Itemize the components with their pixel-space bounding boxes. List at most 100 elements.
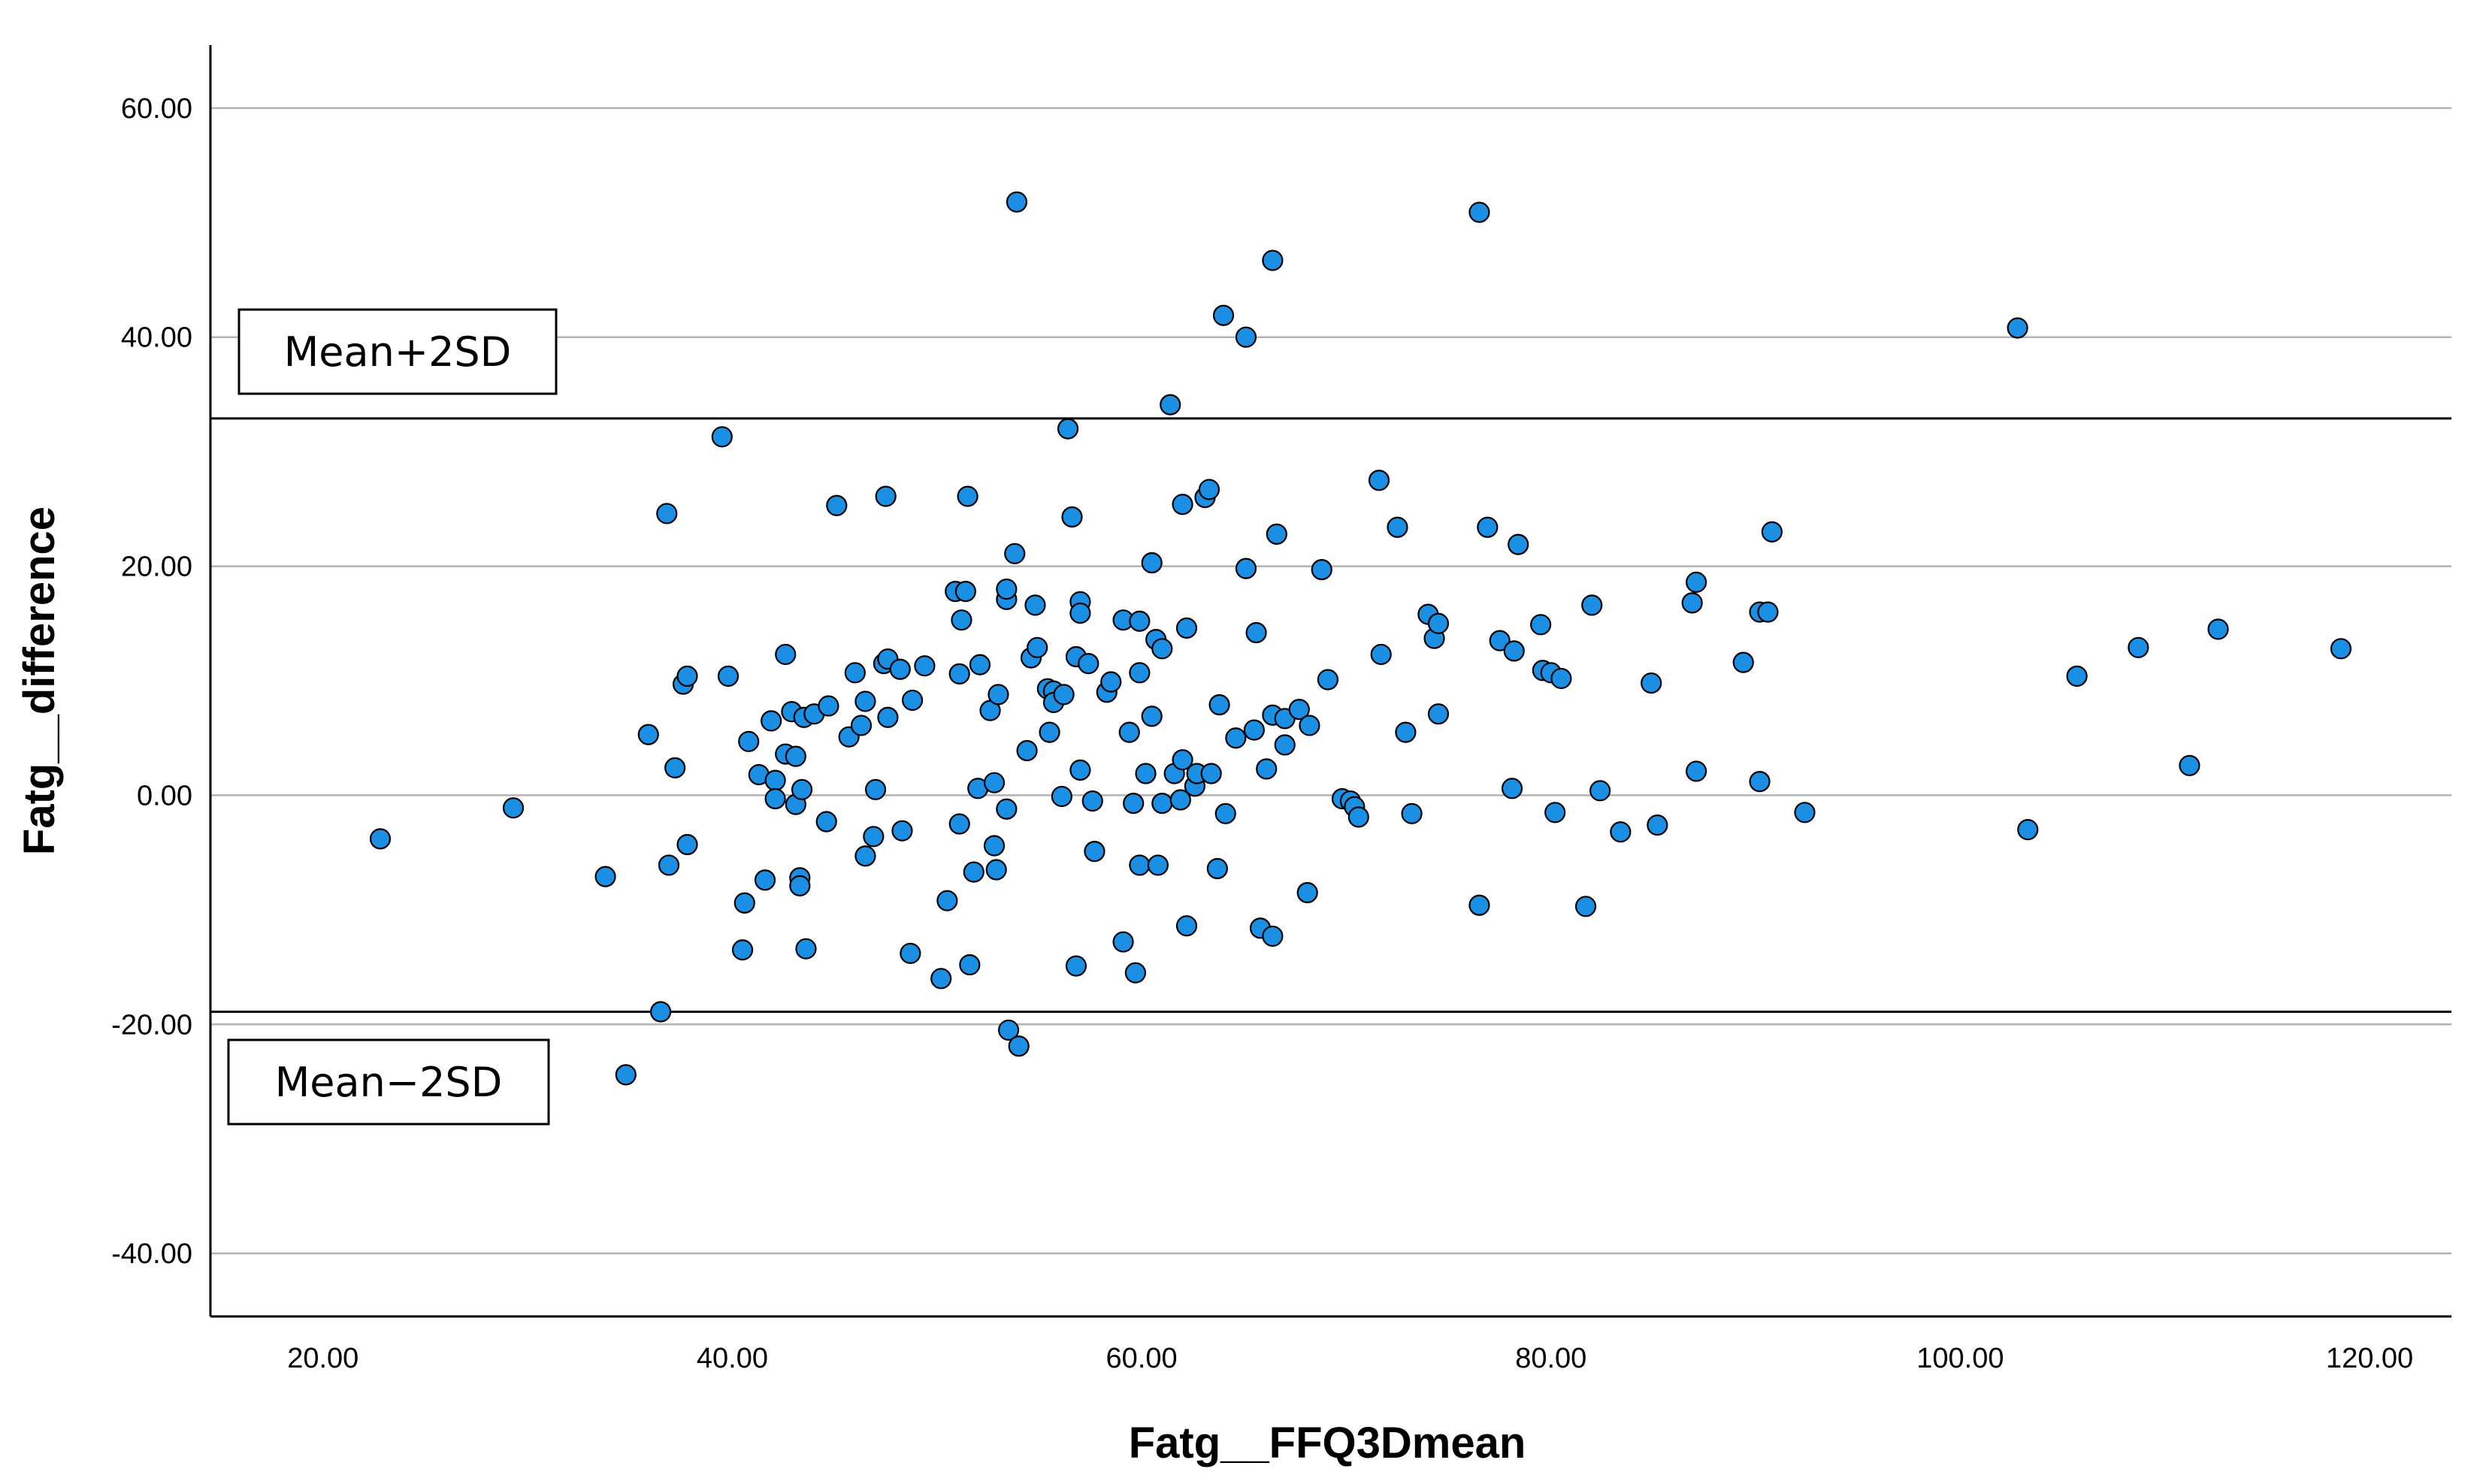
data-point: [1489, 630, 1511, 651]
data-point: [1401, 802, 1423, 824]
annotation-label: Mean−2SD: [275, 1059, 503, 1106]
data-point: [2207, 618, 2229, 640]
data-point: [1112, 931, 1134, 953]
data-point: [1016, 739, 1038, 762]
x-tick-label: 20.00: [287, 1343, 358, 1374]
data-point: [864, 778, 887, 800]
data-point: [1757, 601, 1779, 623]
data-point: [1686, 760, 1707, 782]
data-point: [914, 655, 936, 677]
data-point: [1039, 721, 1060, 743]
data-point: [818, 695, 839, 717]
data-point: [815, 811, 837, 833]
data-point: [1061, 506, 1083, 528]
data-point: [738, 730, 760, 752]
data-point: [988, 684, 1009, 706]
data-point: [1147, 854, 1169, 876]
data-point: [2066, 665, 2088, 688]
data-point: [1078, 653, 1099, 675]
data-point: [1024, 594, 1046, 616]
data-point: [2128, 636, 2149, 658]
data-point: [1266, 523, 1287, 545]
data-point: [1027, 636, 1048, 658]
data-point: [1749, 771, 1771, 793]
data-point: [1129, 854, 1151, 876]
x-axis-title: Fatg__FFQ3Dmean: [1129, 1419, 1526, 1467]
data-point: [789, 875, 811, 896]
data-point: [1370, 643, 1392, 666]
data-point: [791, 778, 813, 800]
data-point: [1172, 494, 1193, 515]
data-point: [850, 715, 873, 736]
data-point: [754, 869, 776, 891]
data-point: [1581, 594, 1603, 616]
data-point: [1123, 793, 1145, 815]
data-point: [1169, 789, 1191, 811]
data-point: [1311, 559, 1332, 581]
data-point: [863, 826, 885, 848]
data-point: [1589, 780, 1611, 802]
data-point: [2017, 819, 2039, 841]
data-point: [1225, 727, 1247, 749]
data-point: [1065, 955, 1087, 977]
data-point: [1530, 614, 1552, 636]
data-point: [983, 772, 1006, 793]
data-point: [996, 798, 1018, 820]
data-point: [615, 1064, 637, 1086]
axes: [209, 45, 2451, 1318]
data-point: [656, 503, 678, 524]
data-point: [1200, 763, 1222, 784]
data-point: [764, 787, 786, 810]
data-point: [1057, 418, 1079, 440]
data-point: [1262, 925, 1284, 948]
data-point: [1151, 793, 1173, 815]
data-point: [1006, 191, 1028, 213]
data-point: [1235, 326, 1257, 348]
data-point: [1686, 571, 1707, 594]
data-point: [637, 724, 659, 745]
data-point: [1135, 763, 1157, 784]
data-point: [1641, 672, 1662, 694]
data-point: [948, 663, 970, 685]
data-point: [711, 426, 733, 448]
data-point: [785, 745, 806, 767]
data-point: [1610, 821, 1632, 843]
data-point: [1141, 552, 1163, 574]
data-point: [1262, 249, 1284, 271]
data-point: [1395, 721, 1417, 743]
data-point: [959, 954, 981, 976]
data-point: [1732, 651, 1754, 673]
data-point: [2330, 638, 2352, 660]
data-point: [1151, 638, 1173, 660]
data-point: [877, 706, 899, 728]
data-point: [1574, 896, 1597, 917]
data-point: [875, 485, 897, 507]
data-point: [954, 581, 976, 603]
data-point: [1069, 602, 1091, 624]
data-point: [844, 662, 866, 684]
annotation-box: [237, 308, 558, 395]
data-point: [1175, 915, 1198, 937]
data-point: [775, 643, 797, 666]
data-point: [1172, 749, 1193, 771]
data-point: [1274, 734, 1296, 756]
data-point: [854, 691, 876, 712]
data-point: [717, 665, 739, 688]
x-tick-label: 100.00: [1916, 1343, 2004, 1374]
data-point: [676, 665, 698, 688]
x-tick-labels: 20.00 40.00 60.00 80.00 100.00 120.00: [287, 1343, 2413, 1374]
data-point: [1647, 814, 1668, 836]
data-point: [1175, 617, 1198, 639]
annotation-label: Mean+2SD: [284, 328, 512, 376]
data-point: [1084, 841, 1105, 863]
data-point: [1501, 778, 1523, 799]
data-point: [1508, 533, 1529, 555]
data-point: [1008, 1035, 1030, 1057]
data-point: [1124, 962, 1147, 984]
y-tick-label: 0.00: [137, 780, 192, 812]
data-point: [854, 845, 876, 867]
data-points: [369, 191, 2352, 1086]
data-point: [1214, 802, 1236, 824]
data-point: [1347, 806, 1369, 828]
